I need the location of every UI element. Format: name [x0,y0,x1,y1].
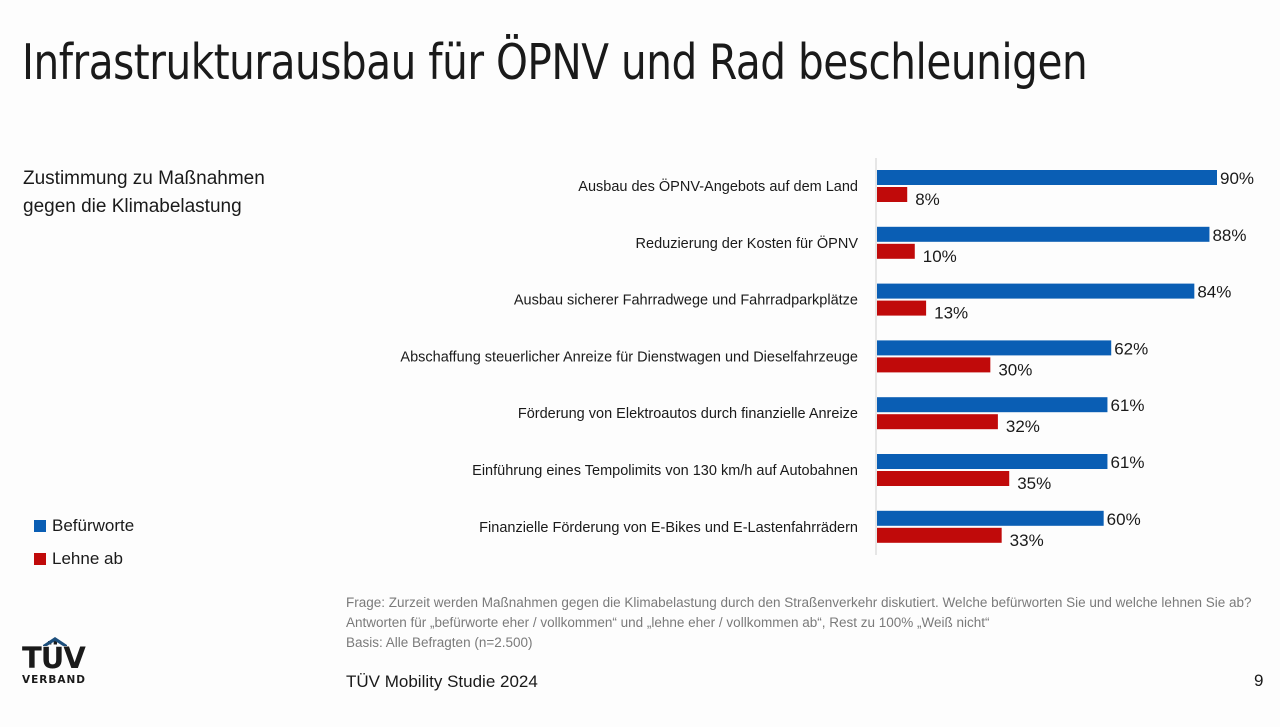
bar-lehne-ab [877,357,991,373]
category-label: Reduzierung der Kosten für ÖPNV [636,234,859,252]
page-number: 9 [1254,671,1264,690]
logo-chevron-icon [43,637,67,646]
data-label: 13% [934,304,968,323]
category-label: Ausbau sicherer Fahrradwege und Fahrradp… [514,293,858,309]
study-name: TÜV Mobility Studie 2024 [346,672,538,691]
bar-lehne-ab [877,414,998,430]
chart-subtitle: Zustimmung zu Maßnahmen gegen die Klimab… [23,165,323,221]
category-label: Finanzielle Förderung von E-Bikes und E-… [479,520,858,536]
bar-befuerworte [877,283,1195,299]
data-label: 88% [1212,226,1246,245]
category-label: Abschaffung steuerlicher Anreize für Die… [400,349,858,365]
data-label: 61% [1110,453,1144,472]
subtitle-line: gegen die Klimabelastung [23,196,242,217]
legend-item-befuerworte: Befürworte [34,509,134,542]
bar-lehne-ab [877,471,1010,486]
legend-item-lehne-ab: Lehne ab [34,542,134,575]
data-label: 35% [1017,474,1051,493]
data-label: 62% [1114,339,1148,358]
bar-lehne-ab [877,187,908,202]
bar-befuerworte [877,226,1210,242]
logo-subtext: VERBAND [22,674,87,686]
page-title: Infrastrukturausbau für ÖPNV und Rad bes… [22,34,1088,91]
data-label: 10% [923,247,957,266]
category-label: Ausbau des ÖPNV-Angebots auf dem Land [578,177,858,195]
data-label: 32% [1006,417,1040,436]
legend-label: Befürworte [52,515,135,535]
category-label: Förderung von Elektroautos durch finanzi… [518,406,858,422]
footnote-basis: Basis: Alle Befragten (n=2.500) [346,635,533,650]
data-label: 90% [1220,169,1254,188]
bar-befuerworte [877,510,1104,526]
legend-label: Lehne ab [52,548,123,568]
bar-befuerworte [877,397,1108,413]
legend: Befürworte Lehne ab [34,509,134,575]
bar-lehne-ab [877,527,1002,543]
data-label: 30% [998,360,1032,379]
data-label: 84% [1197,283,1231,302]
data-label: 8% [915,190,940,209]
footnote: Frage: Zurzeit werden Maßnahmen gegen di… [346,593,1271,653]
tuev-verband-logo: TÜV VERBAND [22,636,92,686]
bar-lehne-ab [877,300,927,316]
bar-lehne-ab [877,243,915,259]
bar-befuerworte [877,340,1112,356]
data-label: 60% [1107,510,1141,529]
data-label: 61% [1110,396,1144,415]
data-label: 33% [1010,531,1044,550]
bar-befuerworte [877,170,1217,185]
subtitle-line: Zustimmung zu Maßnahmen [23,168,265,189]
legend-swatch-blue [34,519,46,532]
category-label: Einführung eines Tempolimits von 130 km/… [472,463,858,479]
logo-text: TÜV [22,641,86,675]
bar-befuerworte [877,454,1108,469]
legend-swatch-red [34,552,46,565]
footnote-question: Frage: Zurzeit werden Maßnahmen gegen di… [346,595,1252,630]
